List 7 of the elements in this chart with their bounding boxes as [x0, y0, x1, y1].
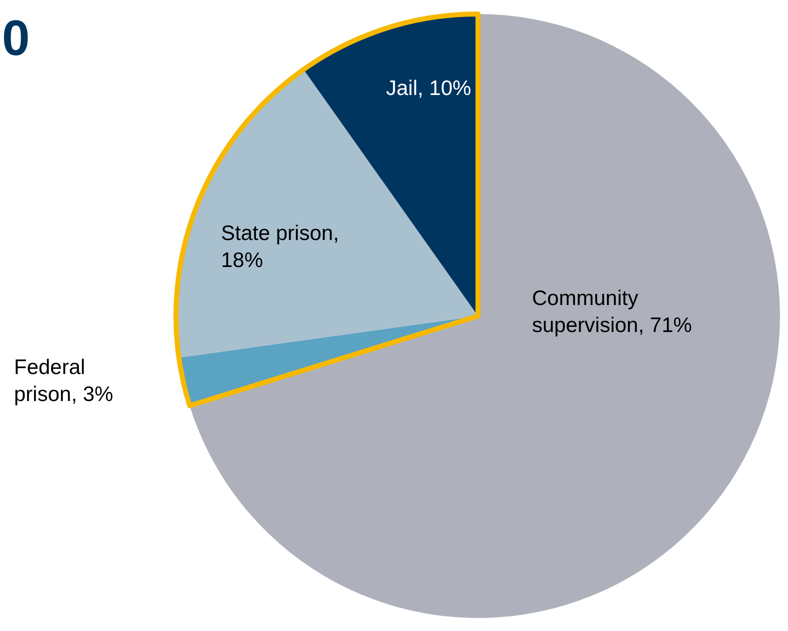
slice-label: State prison, 18%: [221, 222, 339, 272]
pie-slice: [176, 69, 478, 358]
pie-slice: [190, 14, 780, 618]
chart-title: 0: [2, 10, 30, 66]
slice-label: Federal prison, 3%: [14, 356, 114, 406]
slice-label: Community supervision, 71%: [532, 287, 692, 337]
slice-label: Jail, 10%: [386, 77, 472, 100]
